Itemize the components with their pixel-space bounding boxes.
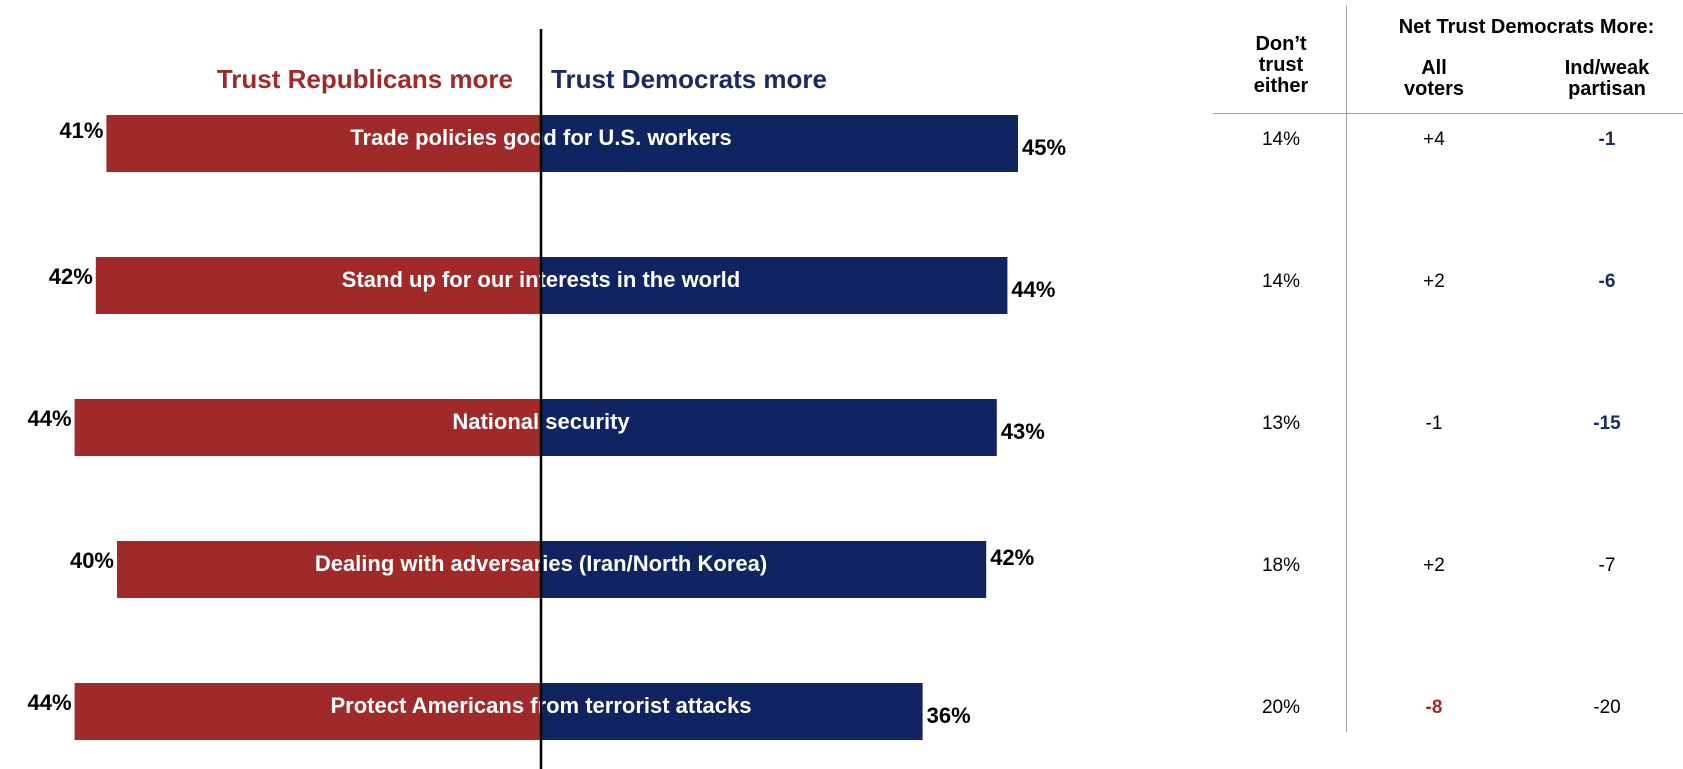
cell-dont-trust-either-2: 13% [1261, 413, 1301, 434]
cell-ind-weak-1: -6 [1598, 271, 1616, 292]
col-header-ind-line1: Ind/weak [1564, 57, 1650, 79]
cell-ind-weak-2: -15 [1593, 413, 1621, 434]
cell-all-voters-3: +2 [1423, 555, 1445, 576]
cell-ind-weak-3: -7 [1598, 555, 1616, 576]
cell-all-voters-2: -1 [1425, 413, 1443, 434]
bar-democrat-3 [541, 541, 987, 598]
col-header-all-line2: voters [1403, 78, 1465, 100]
table-header-rule [1213, 113, 1683, 114]
cell-ind-weak-4: -20 [1593, 697, 1621, 718]
data-label-democrat-1: 44% [1011, 277, 1055, 302]
data-label-democrat-2: 43% [1001, 419, 1045, 444]
col-header-neither-line1: Don’t [1255, 33, 1307, 55]
data-label-democrat-3: 42% [990, 545, 1034, 570]
cell-ind-weak-0: -1 [1598, 129, 1616, 150]
legend-republicans: Trust Republicans more [216, 64, 513, 94]
cell-dont-trust-either-0: 14% [1261, 129, 1301, 150]
bar-democrat-2 [541, 399, 997, 456]
legend-democrats: Trust Democrats more [551, 64, 827, 94]
bar-republican-3 [117, 541, 541, 598]
col-header-ind-weak: Ind/weak partisan [1547, 58, 1667, 100]
data-label-republican-3: 40% [70, 548, 114, 573]
bar-republican-1 [95, 257, 542, 314]
col-header-all-line1: All [1421, 57, 1447, 79]
cell-all-voters-0: +4 [1423, 129, 1445, 150]
cell-all-voters-1: +2 [1423, 271, 1445, 292]
data-label-republican-4: 44% [28, 690, 72, 715]
cell-dont-trust-either-4: 20% [1261, 697, 1301, 718]
bar-democrat-1 [541, 257, 1008, 314]
cell-dont-trust-either-1: 14% [1261, 271, 1301, 292]
bar-republican-0 [106, 115, 542, 172]
bar-republican-2 [74, 399, 541, 456]
bar-democrat-0 [541, 115, 1018, 172]
cell-all-voters-4: -8 [1425, 697, 1443, 718]
col-header-dont-trust-either: Don’t trust either [1221, 34, 1341, 97]
cell-dont-trust-either-3: 18% [1261, 555, 1301, 576]
table-column-divider [1346, 6, 1347, 732]
col-header-neither-line3: either [1253, 75, 1309, 97]
col-header-neither-line2: trust [1258, 54, 1304, 76]
col-header-ind-line2: partisan [1568, 78, 1646, 100]
data-label-democrat-4: 36% [927, 703, 971, 728]
bar-republican-4 [74, 683, 541, 740]
data-label-republican-1: 42% [49, 264, 93, 289]
data-label-democrat-0: 45% [1022, 135, 1066, 160]
group-header-net-trust: Net Trust Democrats More: [1398, 16, 1655, 38]
bar-democrat-4 [541, 683, 923, 740]
data-label-republican-0: 41% [59, 118, 103, 143]
data-label-republican-2: 44% [28, 406, 72, 431]
col-header-all-voters: All voters [1374, 58, 1494, 100]
